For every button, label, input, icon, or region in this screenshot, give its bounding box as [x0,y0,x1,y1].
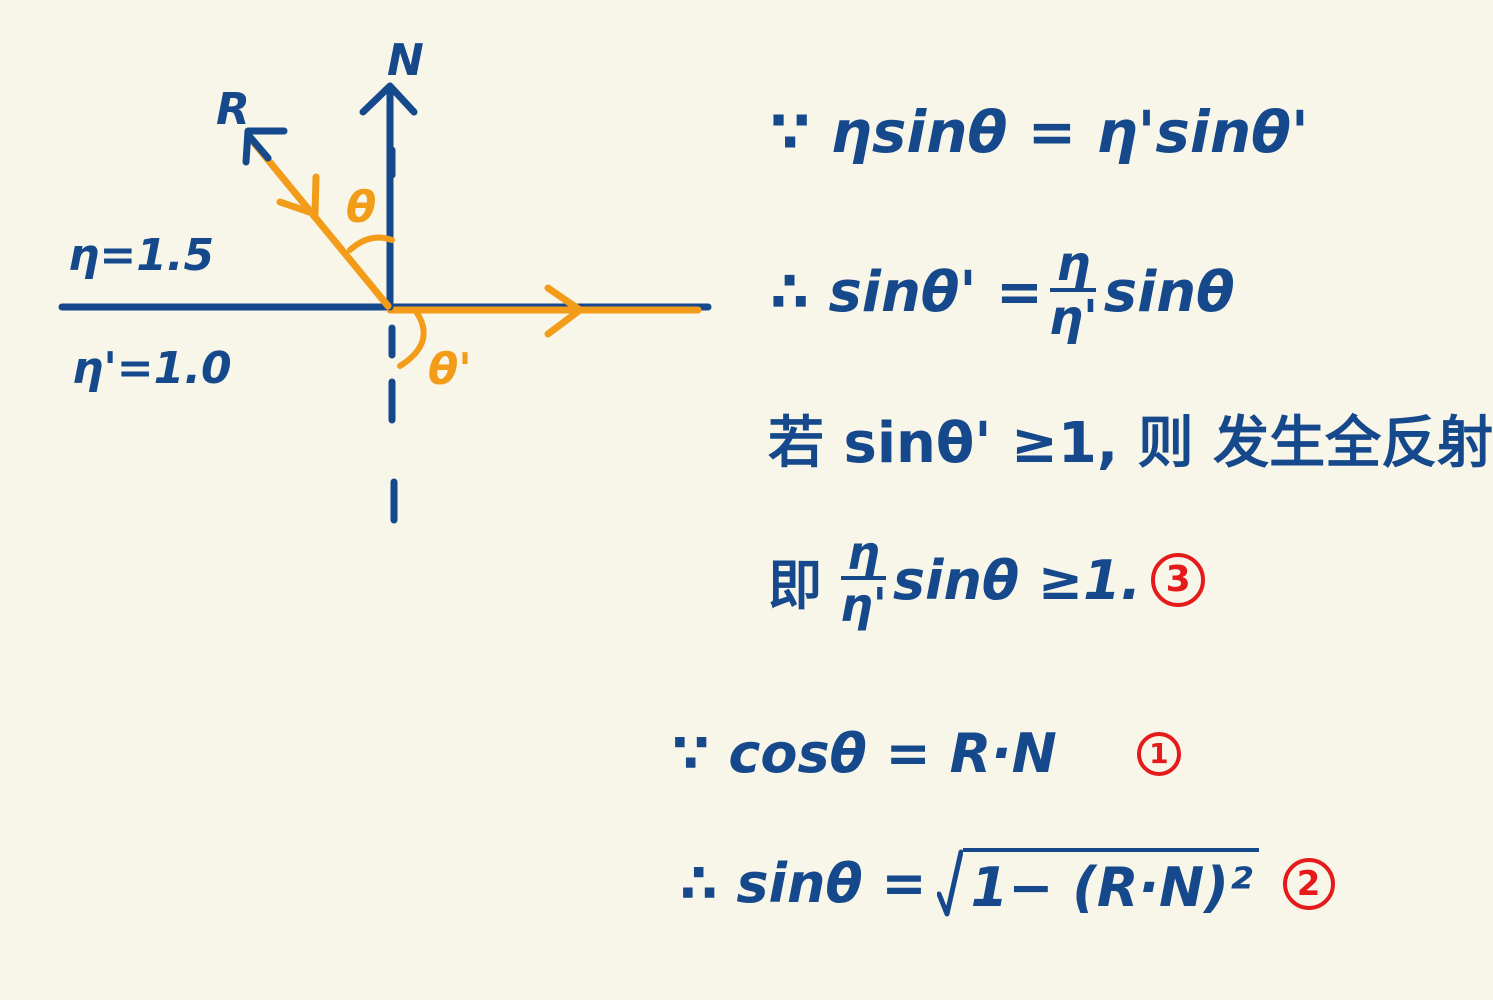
label-n-bottom: η'=1.0 [72,343,232,394]
note-line-4-denominator: η' [840,578,887,632]
note-line-6-prefix: ∴ sinθ = [680,852,927,915]
label-theta-prime: θ' [428,344,472,395]
normal-arrowhead [359,82,418,116]
note-line-4-prefix: 即 [768,553,822,617]
note-line-2-fraction: η η' [1049,240,1098,345]
incident-ray-arrowhead [276,173,320,218]
label-theta: θ [346,182,376,233]
equation-marker-1: 1 [1136,731,1181,776]
note-line-4-numerator: η [841,530,886,580]
theta-prime-arc [397,307,427,369]
note-line-5: ∵ cosθ = R·N 1 [672,722,1181,785]
note-line-4: 即 η η' sinθ ≥1. 3 [768,530,1206,631]
note-line-2: ∴ sinθ' = η η' sinθ [770,240,1235,345]
note-line-5-text: ∵ cosθ = R·N [672,722,1057,785]
theta-arc [347,234,395,253]
reflect-arrow-shaft [246,133,272,162]
note-line-6-radicand: 1− (R·N)² [962,848,1259,919]
note-line-4-fraction: η η' [840,530,887,631]
note-line-2-suffix: sinθ [1103,259,1235,325]
label-n-top: η=1.5 [68,230,214,281]
note-line-1-text: ∵ ηsinθ = η'sinθ' [770,98,1309,166]
note-line-6: ∴ sinθ = 1− (R·N)² 2 [680,848,1335,919]
note-line-2-numerator: η [1050,240,1097,292]
label-reflect: R [216,84,250,135]
label-normal: N [387,35,424,86]
incident-ray [246,134,392,310]
equation-marker-2: 2 [1282,857,1335,910]
sqrt-sign [936,849,963,917]
note-line-2-denominator: η' [1048,290,1098,346]
note-line-6-sqrt: 1− (R·N)² [936,848,1259,919]
reflect-arrowhead [242,127,288,166]
note-line-2-prefix: ∴ sinθ' = [770,259,1043,325]
note-line-1: ∵ ηsinθ = η'sinθ' [770,98,1309,166]
note-line-3-text: 若 sinθ' ≥1, 则 发生全反射. [768,411,1493,476]
equation-marker-3: 3 [1151,553,1206,608]
note-line-3: 若 sinθ' ≥1, 则 发生全反射. [768,398,1493,479]
refracted-ray-arrowhead [544,284,584,338]
note-line-4-suffix: sinθ ≥1. [892,548,1142,612]
